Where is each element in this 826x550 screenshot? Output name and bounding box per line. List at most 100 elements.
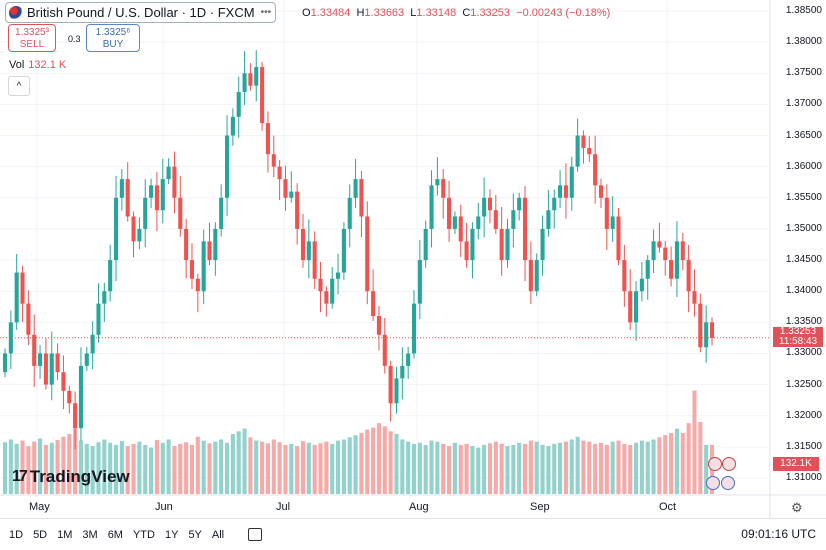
price-tick: 1.35000 bbox=[785, 222, 822, 234]
candle bbox=[61, 372, 66, 391]
volume-bar bbox=[2, 442, 8, 494]
volume-bar bbox=[254, 440, 259, 494]
range-1d[interactable]: 1D bbox=[9, 528, 24, 541]
last-price-label: 1.33253 11:58:43 bbox=[773, 327, 823, 347]
settings-gear-icon[interactable]: ⚙ bbox=[791, 500, 803, 515]
uk-event-icon[interactable] bbox=[708, 457, 722, 471]
candle bbox=[125, 179, 130, 217]
volume-bar bbox=[330, 443, 335, 494]
volume-bar bbox=[622, 443, 627, 494]
time-tick: Jul bbox=[276, 501, 291, 513]
range-all[interactable]: All bbox=[211, 528, 225, 541]
range-3m[interactable]: 3M bbox=[82, 528, 98, 541]
symbol-legend[interactable]: British Pound / U.S. Dollar · 1D · FXCM … bbox=[5, 2, 277, 23]
volume-bar bbox=[669, 432, 674, 494]
sell-button[interactable]: 1.3325³ SELL bbox=[8, 24, 56, 52]
candle bbox=[517, 197, 522, 211]
spread: 0.3 bbox=[68, 34, 81, 44]
volume-bar bbox=[645, 441, 650, 494]
volume-bar bbox=[131, 443, 136, 494]
candle bbox=[534, 260, 539, 292]
collapse-legend-button[interactable]: ^ bbox=[8, 76, 30, 96]
candle bbox=[96, 303, 101, 335]
candle bbox=[14, 272, 19, 323]
volume-bar bbox=[96, 442, 101, 494]
volume-bar bbox=[113, 444, 119, 494]
volume-bar bbox=[119, 441, 124, 494]
volume-bar bbox=[423, 444, 428, 494]
candle bbox=[78, 365, 84, 429]
candle bbox=[692, 291, 697, 304]
tradingview-logo[interactable]: 17 TradingView bbox=[12, 467, 130, 486]
volume-bar bbox=[84, 443, 89, 494]
candle bbox=[289, 191, 294, 198]
candle bbox=[49, 353, 54, 385]
price-tick: 1.38500 bbox=[785, 5, 822, 16]
volume-bar bbox=[698, 422, 703, 494]
bottom-toolbar: 1D 5D 1M 3M 6M YTD 1Y 5Y All bbox=[0, 518, 826, 550]
candle bbox=[236, 91, 241, 117]
more-options-button[interactable]: ••• bbox=[260, 7, 272, 18]
candle bbox=[353, 179, 358, 198]
price-chart[interactable] bbox=[0, 0, 826, 518]
volume-bar bbox=[20, 440, 25, 494]
candle bbox=[90, 334, 95, 354]
candle bbox=[528, 260, 533, 292]
volume-bar bbox=[470, 446, 475, 494]
candle bbox=[622, 260, 627, 292]
candle bbox=[260, 67, 265, 124]
range-5y[interactable]: 5Y bbox=[188, 528, 202, 541]
volume-bar bbox=[189, 444, 195, 494]
candle bbox=[119, 179, 124, 198]
candle bbox=[441, 179, 446, 198]
volume-bar bbox=[38, 438, 43, 494]
candle bbox=[558, 185, 563, 198]
range-5d[interactable]: 5D bbox=[33, 528, 48, 541]
volume-bar bbox=[178, 443, 183, 494]
volume-bar bbox=[633, 442, 639, 494]
volume-bar bbox=[616, 440, 621, 494]
range-1m[interactable]: 1M bbox=[57, 528, 73, 541]
candle bbox=[324, 291, 329, 304]
volume-bar bbox=[639, 440, 644, 494]
price-tick: 1.32500 bbox=[785, 378, 822, 390]
candle bbox=[563, 185, 568, 198]
volume-bar bbox=[8, 439, 13, 494]
volume-bar bbox=[324, 441, 329, 494]
buy-button[interactable]: 1.3325⁶ BUY bbox=[86, 24, 140, 52]
candle bbox=[709, 322, 715, 338]
volume-bar bbox=[452, 442, 457, 494]
volume-bar bbox=[558, 442, 563, 494]
volume-bar bbox=[429, 440, 434, 494]
candle bbox=[306, 241, 311, 261]
range-1y[interactable]: 1Y bbox=[164, 528, 179, 541]
volume-bar bbox=[511, 444, 516, 494]
range-ytd[interactable]: YTD bbox=[132, 528, 155, 541]
volume-bar bbox=[172, 446, 177, 494]
volume-bar bbox=[236, 431, 241, 494]
candle bbox=[522, 197, 528, 261]
candle bbox=[552, 197, 557, 211]
clock[interactable]: 09:01:16 UTC bbox=[741, 527, 816, 541]
volume-bar bbox=[67, 434, 72, 494]
volume-bar bbox=[248, 437, 253, 494]
calendar-icon[interactable] bbox=[248, 528, 263, 541]
candle bbox=[382, 334, 387, 366]
candle bbox=[330, 278, 335, 304]
uk-event-icon[interactable] bbox=[722, 457, 736, 471]
candle bbox=[207, 241, 212, 261]
candle bbox=[704, 322, 709, 348]
range-6m[interactable]: 6M bbox=[107, 528, 123, 541]
candle bbox=[201, 241, 206, 292]
candle bbox=[359, 179, 364, 217]
symbol-title: British Pound / U.S. Dollar · 1D · FXCM bbox=[27, 5, 255, 20]
volume-bar bbox=[441, 443, 446, 494]
us-event-icon[interactable] bbox=[706, 476, 720, 490]
price-tick: 1.33000 bbox=[785, 347, 822, 359]
candle bbox=[160, 179, 165, 211]
candle bbox=[242, 73, 247, 92]
us-event-icon[interactable] bbox=[721, 476, 735, 490]
candle bbox=[67, 390, 72, 404]
volume-bar bbox=[154, 440, 159, 494]
candle bbox=[341, 228, 346, 273]
